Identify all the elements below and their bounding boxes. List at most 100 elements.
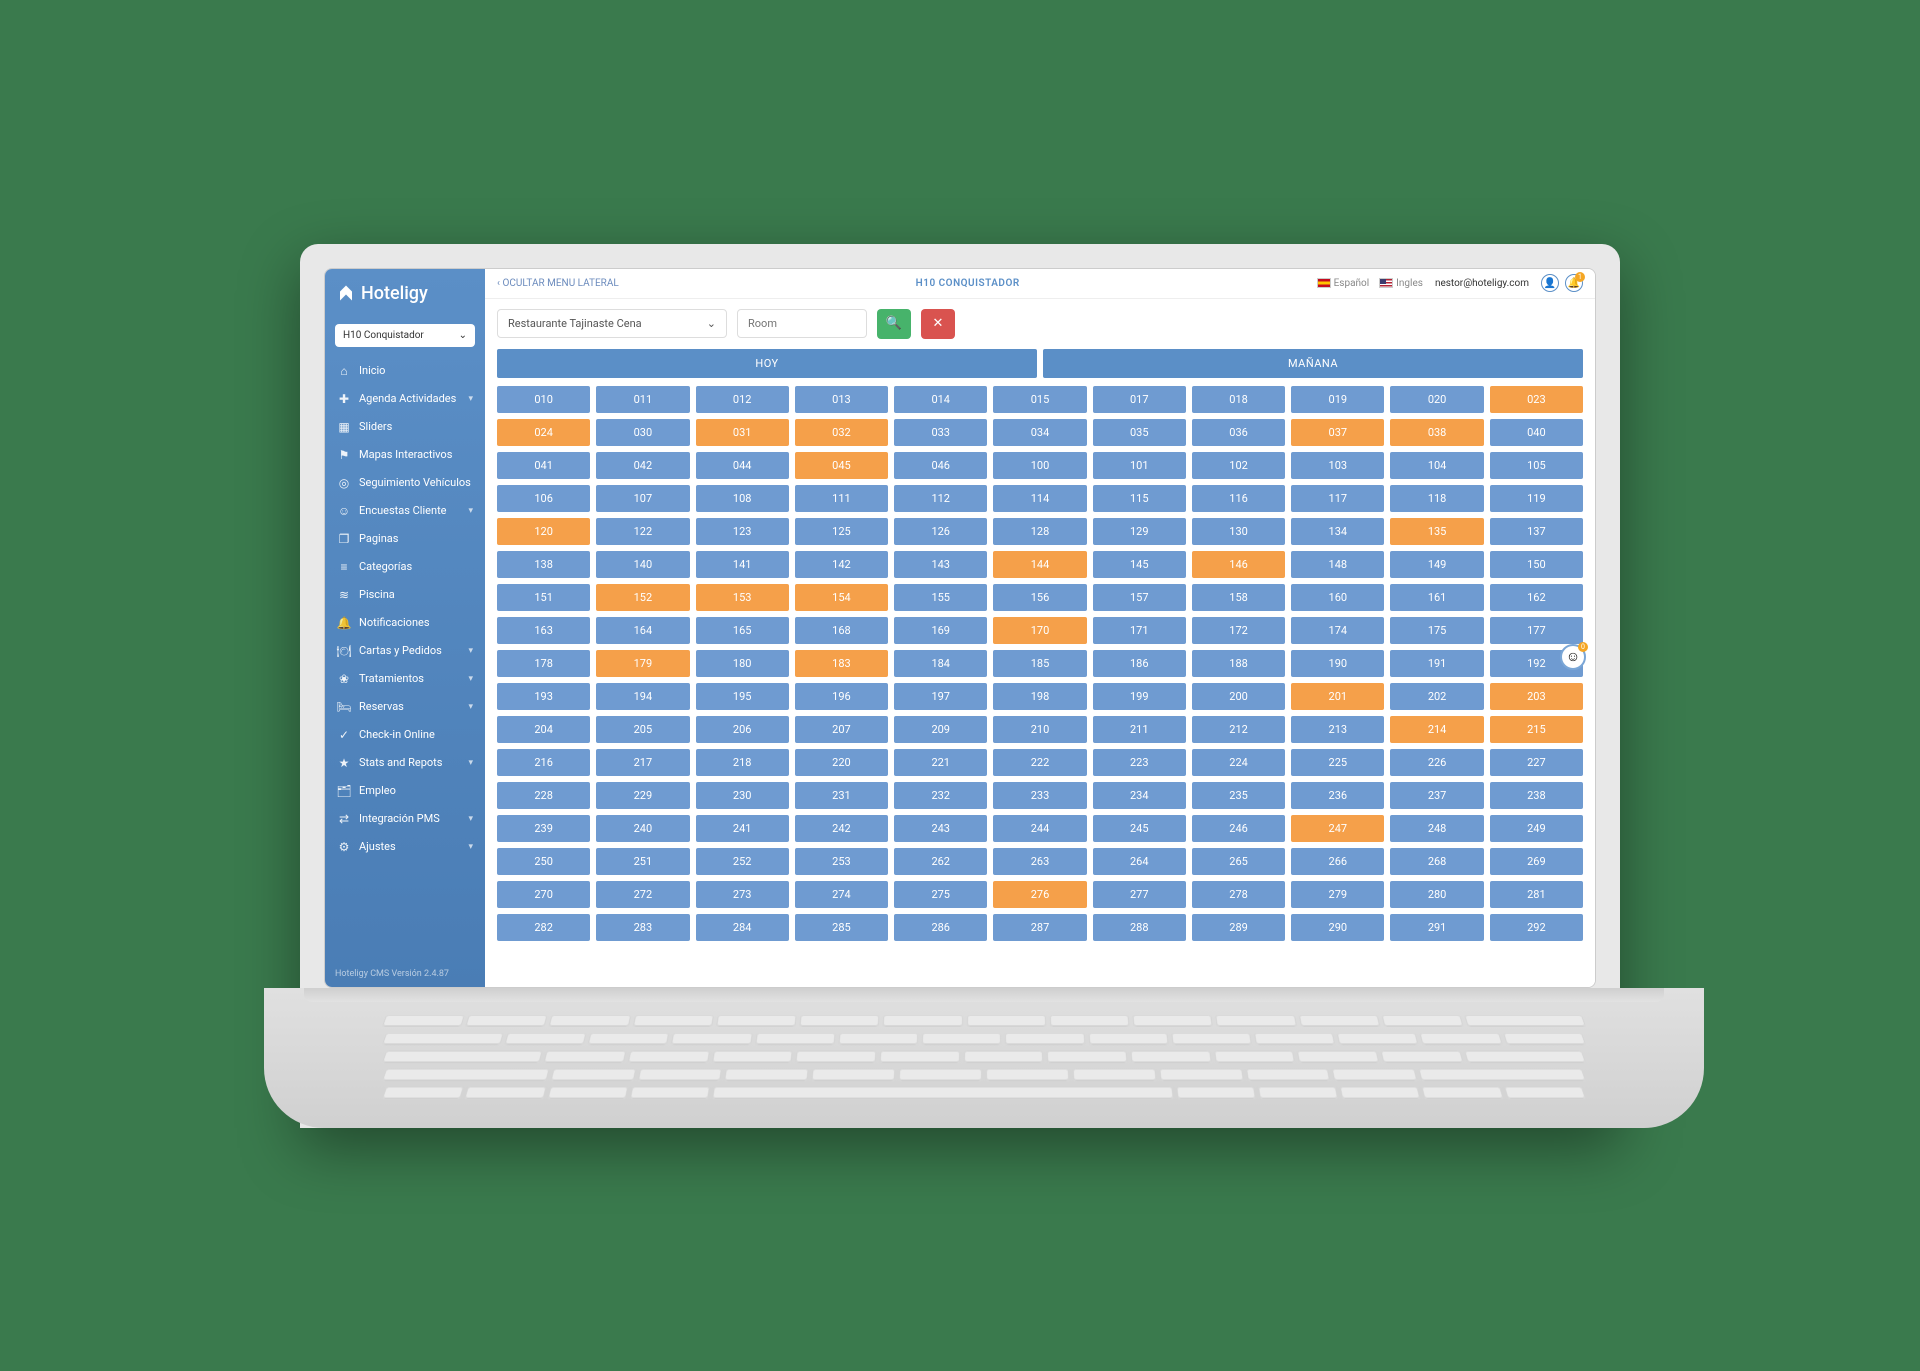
room-cell[interactable]: 287 [993, 914, 1086, 941]
room-cell[interactable]: 046 [894, 452, 987, 479]
room-cell[interactable]: 250 [497, 848, 590, 875]
room-cell[interactable]: 215 [1490, 716, 1583, 743]
room-cell[interactable]: 205 [596, 716, 689, 743]
sidebar-item-11[interactable]: ❀Tratamientos▾ [325, 665, 485, 693]
room-cell[interactable]: 253 [795, 848, 888, 875]
room-cell[interactable]: 104 [1390, 452, 1483, 479]
sidebar-item-2[interactable]: ▦Sliders [325, 413, 485, 441]
search-button[interactable]: 🔍 [877, 309, 911, 339]
room-cell[interactable]: 103 [1291, 452, 1384, 479]
room-cell[interactable]: 225 [1291, 749, 1384, 776]
room-cell[interactable]: 193 [497, 683, 590, 710]
room-cell[interactable]: 179 [596, 650, 689, 677]
room-cell[interactable]: 138 [497, 551, 590, 578]
room-cell[interactable]: 149 [1390, 551, 1483, 578]
sidebar-item-16[interactable]: ⇄Integración PMS▾ [325, 805, 485, 833]
lang-en[interactable]: Ingles [1379, 278, 1423, 289]
room-cell[interactable]: 123 [696, 518, 789, 545]
room-cell[interactable]: 197 [894, 683, 987, 710]
room-cell[interactable]: 239 [497, 815, 590, 842]
room-cell[interactable]: 118 [1390, 485, 1483, 512]
restaurant-select[interactable]: Restaurante Tajinaste Cena ⌄ [497, 309, 727, 338]
room-cell[interactable]: 142 [795, 551, 888, 578]
room-cell[interactable]: 214 [1390, 716, 1483, 743]
sidebar-item-1[interactable]: ✚Agenda Actividades▾ [325, 385, 485, 413]
room-input[interactable] [737, 309, 867, 338]
room-cell[interactable]: 024 [497, 419, 590, 446]
room-cell[interactable]: 154 [795, 584, 888, 611]
room-cell[interactable]: 116 [1192, 485, 1285, 512]
room-cell[interactable]: 227 [1490, 749, 1583, 776]
sidebar-item-7[interactable]: ≡Categorías [325, 553, 485, 581]
room-cell[interactable]: 156 [993, 584, 1086, 611]
room-cell[interactable]: 020 [1390, 386, 1483, 413]
room-cell[interactable]: 288 [1093, 914, 1186, 941]
hide-menu-link[interactable]: ‹ OCULTAR MENU LATERAL [497, 278, 619, 289]
room-cell[interactable]: 017 [1093, 386, 1186, 413]
room-cell[interactable]: 207 [795, 716, 888, 743]
room-cell[interactable]: 223 [1093, 749, 1186, 776]
room-cell[interactable]: 217 [596, 749, 689, 776]
room-cell[interactable]: 114 [993, 485, 1086, 512]
room-cell[interactable]: 276 [993, 881, 1086, 908]
room-cell[interactable]: 281 [1490, 881, 1583, 908]
room-cell[interactable]: 270 [497, 881, 590, 908]
room-cell[interactable]: 165 [696, 617, 789, 644]
sidebar-item-9[interactable]: 🔔Notificaciones [325, 609, 485, 637]
room-cell[interactable]: 034 [993, 419, 1086, 446]
room-cell[interactable]: 248 [1390, 815, 1483, 842]
room-cell[interactable]: 161 [1390, 584, 1483, 611]
room-cell[interactable]: 263 [993, 848, 1086, 875]
room-cell[interactable]: 032 [795, 419, 888, 446]
room-cell[interactable]: 158 [1192, 584, 1285, 611]
room-cell[interactable]: 108 [696, 485, 789, 512]
room-cell[interactable]: 151 [497, 584, 590, 611]
room-cell[interactable]: 212 [1192, 716, 1285, 743]
room-cell[interactable]: 190 [1291, 650, 1384, 677]
room-cell[interactable]: 130 [1192, 518, 1285, 545]
room-cell[interactable]: 275 [894, 881, 987, 908]
clear-button[interactable]: ✕ [921, 309, 955, 339]
sidebar-item-12[interactable]: 🛏Reservas▾ [325, 693, 485, 721]
room-cell[interactable]: 153 [696, 584, 789, 611]
room-cell[interactable]: 178 [497, 650, 590, 677]
room-cell[interactable]: 106 [497, 485, 590, 512]
room-cell[interactable]: 236 [1291, 782, 1384, 809]
room-cell[interactable]: 101 [1093, 452, 1186, 479]
room-cell[interactable]: 220 [795, 749, 888, 776]
room-cell[interactable]: 246 [1192, 815, 1285, 842]
room-cell[interactable]: 241 [696, 815, 789, 842]
room-cell[interactable]: 280 [1390, 881, 1483, 908]
room-cell[interactable]: 291 [1390, 914, 1483, 941]
room-cell[interactable]: 036 [1192, 419, 1285, 446]
room-cell[interactable]: 125 [795, 518, 888, 545]
notifications-icon[interactable]: 🔔1 [1565, 274, 1583, 292]
room-cell[interactable]: 164 [596, 617, 689, 644]
room-cell[interactable]: 279 [1291, 881, 1384, 908]
room-cell[interactable]: 038 [1390, 419, 1483, 446]
room-cell[interactable]: 272 [596, 881, 689, 908]
room-cell[interactable]: 196 [795, 683, 888, 710]
room-cell[interactable]: 014 [894, 386, 987, 413]
room-cell[interactable]: 251 [596, 848, 689, 875]
room-cell[interactable]: 198 [993, 683, 1086, 710]
room-cell[interactable]: 237 [1390, 782, 1483, 809]
sidebar-item-5[interactable]: ☺Encuestas Cliente▾ [325, 497, 485, 525]
sidebar-item-0[interactable]: ⌂Inicio [325, 357, 485, 385]
room-cell[interactable]: 245 [1093, 815, 1186, 842]
room-cell[interactable]: 210 [993, 716, 1086, 743]
room-cell[interactable]: 013 [795, 386, 888, 413]
room-cell[interactable]: 282 [497, 914, 590, 941]
room-cell[interactable]: 170 [993, 617, 1086, 644]
room-cell[interactable]: 231 [795, 782, 888, 809]
room-cell[interactable]: 195 [696, 683, 789, 710]
room-cell[interactable]: 186 [1093, 650, 1186, 677]
room-cell[interactable]: 155 [894, 584, 987, 611]
room-cell[interactable]: 203 [1490, 683, 1583, 710]
room-cell[interactable]: 273 [696, 881, 789, 908]
room-cell[interactable]: 137 [1490, 518, 1583, 545]
room-cell[interactable]: 292 [1490, 914, 1583, 941]
room-cell[interactable]: 146 [1192, 551, 1285, 578]
room-cell[interactable]: 249 [1490, 815, 1583, 842]
sidebar-item-17[interactable]: ⚙Ajustes▾ [325, 833, 485, 861]
